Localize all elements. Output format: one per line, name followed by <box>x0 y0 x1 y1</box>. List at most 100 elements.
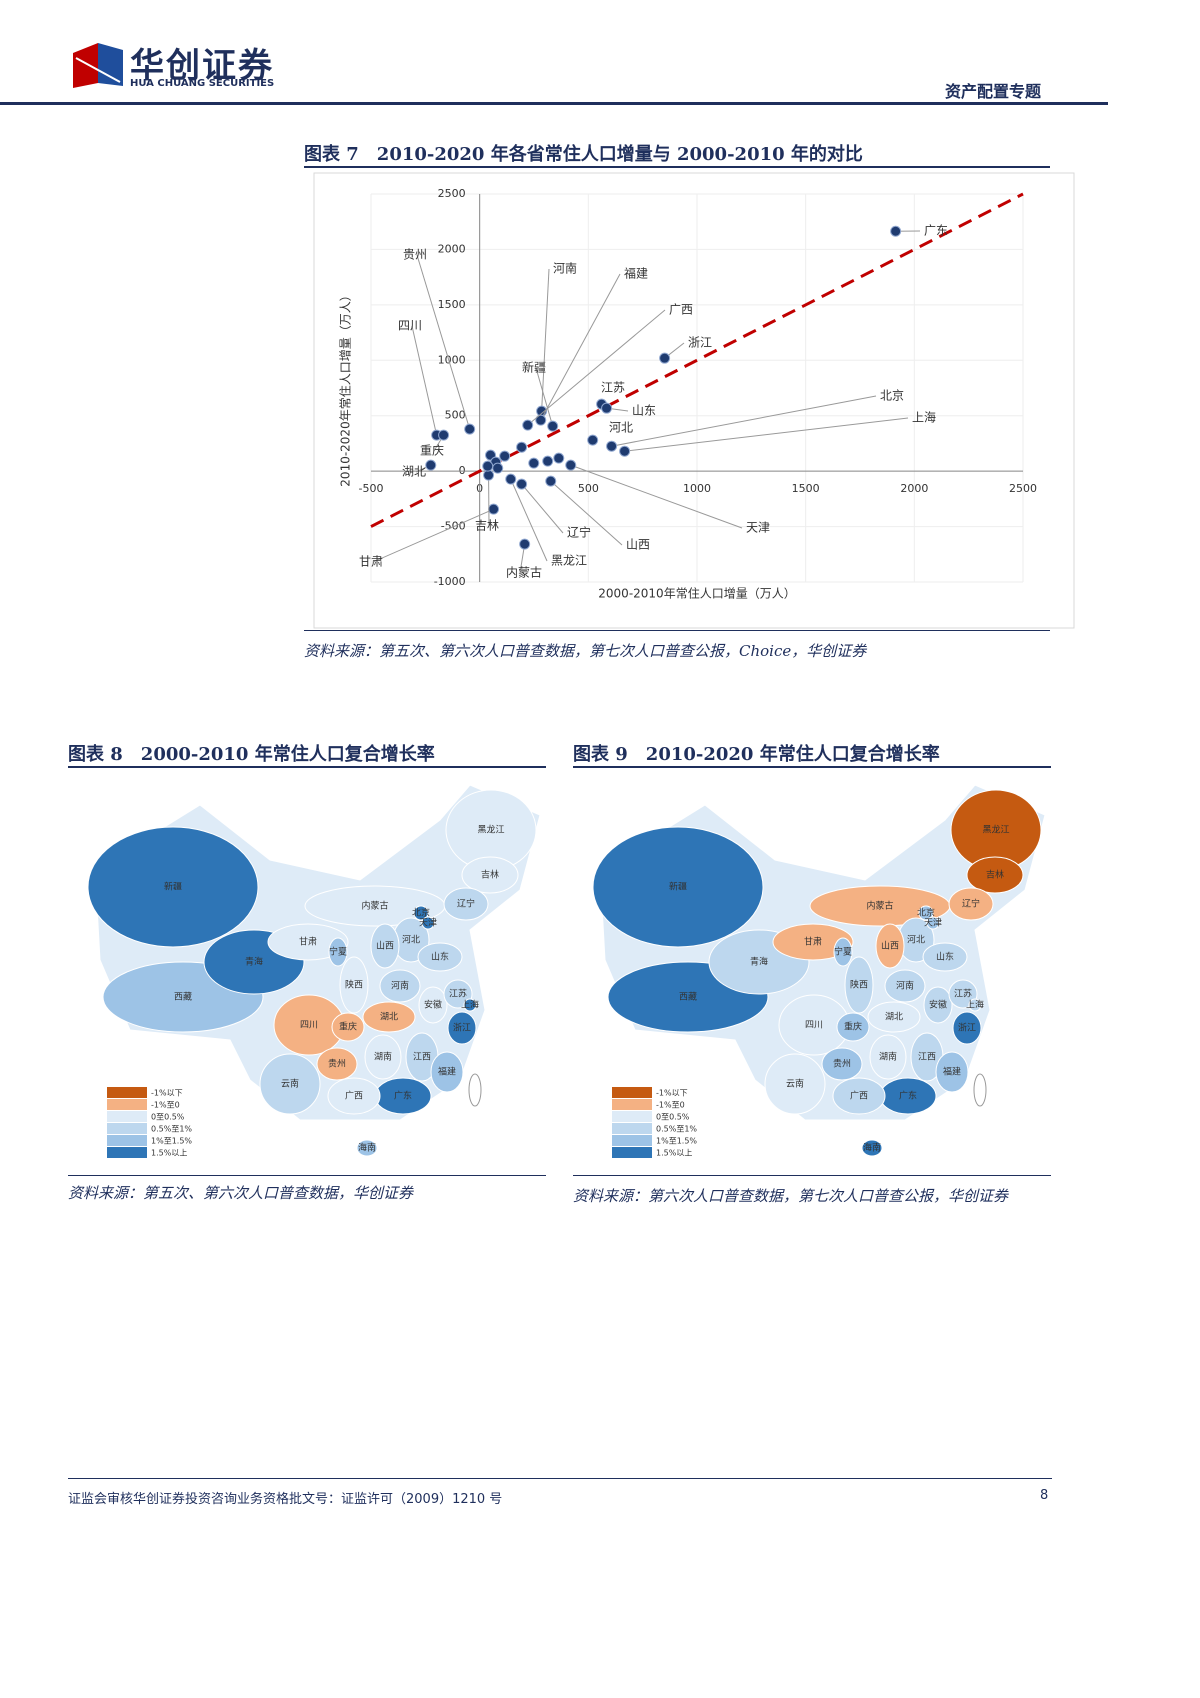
point-label: 河北 <box>609 421 633 435</box>
point-label: 山东 <box>632 404 656 418</box>
point <box>519 538 531 550</box>
source: 资料来源：第五次、第六次人口普查数据，华创证券 <box>68 1184 414 1202</box>
leader-line <box>411 325 438 436</box>
x-tick-label: 2500 <box>1009 482 1037 495</box>
province <box>922 942 968 972</box>
province-label: 四川 <box>805 1021 823 1031</box>
point-label: 辽宁 <box>567 525 591 540</box>
province-label: 四川 <box>300 1021 318 1031</box>
leader-line <box>541 268 550 412</box>
province <box>418 986 448 1024</box>
y-tick-label: 1000 <box>438 353 466 366</box>
y-tick-label: -1000 <box>434 575 466 588</box>
x-axis-title: 2000-2010年常住人口增量（万人） <box>598 587 795 601</box>
province-label: 山西 <box>881 941 899 952</box>
title-rule <box>304 166 1050 168</box>
province <box>861 1139 883 1157</box>
province-label: 海南 <box>863 1142 881 1154</box>
legend-label: 1.5%以上 <box>656 1149 692 1158</box>
province-label: 西藏 <box>174 991 192 1003</box>
province-label: 安徽 <box>424 999 442 1011</box>
province-label: 甘肃 <box>804 936 822 948</box>
legend-swatch <box>612 1099 652 1110</box>
legend-label: -1%至0 <box>151 1101 180 1110</box>
figure-title: 图表 8 2000-2010 年常住人口复合增长率 <box>68 744 435 765</box>
province <box>948 887 994 921</box>
province-label: 湖北 <box>885 1012 903 1023</box>
province-label: 青海 <box>245 956 263 968</box>
point-label: 四川 <box>398 319 422 333</box>
point <box>516 478 528 490</box>
point <box>499 450 511 462</box>
logo-icon <box>73 43 123 88</box>
footer-rule <box>68 1478 1052 1479</box>
source-rule <box>573 1175 1051 1176</box>
point-label: 吉林 <box>475 519 499 533</box>
province-label: 山西 <box>376 941 394 952</box>
province-label: 贵州 <box>328 1058 346 1070</box>
point-label: 上海 <box>912 410 936 425</box>
province <box>764 1053 826 1115</box>
source-rule <box>304 630 1050 631</box>
leader-line <box>521 483 564 534</box>
legend-label: 1%至1.5% <box>151 1137 192 1146</box>
legend-swatch <box>107 1099 147 1110</box>
province-label: 山东 <box>936 951 954 963</box>
province-label: 广西 <box>345 1090 363 1102</box>
taiwan <box>973 1073 987 1107</box>
province-label: 湖南 <box>879 1051 897 1063</box>
point <box>464 423 476 435</box>
province <box>356 1139 378 1157</box>
province-label: 吉林 <box>986 869 1004 881</box>
point-label: 贵州 <box>403 248 427 262</box>
province-label: 黑龙江 <box>982 824 1009 836</box>
province-label: 浙江 <box>958 1022 976 1034</box>
province <box>875 923 905 969</box>
point-label: 内蒙古 <box>506 565 542 580</box>
province-label: 湖南 <box>374 1051 392 1063</box>
province-label: 天津 <box>419 918 437 929</box>
taiwan <box>468 1073 482 1107</box>
point <box>425 459 437 471</box>
province <box>328 937 348 967</box>
province-label: 福建 <box>943 1066 961 1078</box>
point <box>545 475 557 487</box>
point-label: 北京 <box>880 389 904 403</box>
leader-line <box>372 508 494 563</box>
legend-swatch <box>107 1135 147 1146</box>
legend-label: -1%至0 <box>656 1101 685 1110</box>
province-label: 江西 <box>413 1052 431 1063</box>
footer-license: 证监会审核华创证券投资咨询业务资格批文号：证监许可（2009）1210 号 <box>68 1492 503 1507</box>
y-tick-label: 2000 <box>438 242 466 255</box>
point <box>606 440 618 452</box>
province-label: 广西 <box>850 1090 868 1102</box>
legend-swatch <box>107 1147 147 1158</box>
leader-line <box>611 395 877 447</box>
point-label: 广西 <box>669 303 693 317</box>
leader-line <box>570 464 743 529</box>
point <box>547 420 559 432</box>
province-label: 天津 <box>924 918 942 929</box>
province <box>87 826 259 948</box>
province-label: 云南 <box>281 1078 299 1090</box>
point-label: 浙江 <box>688 336 712 350</box>
point-label: 新疆 <box>522 360 546 375</box>
province-label: 辽宁 <box>457 898 475 910</box>
point-label: 重庆 <box>420 444 444 458</box>
province <box>461 856 519 894</box>
leader-line <box>535 367 554 427</box>
province-label: 西藏 <box>679 991 697 1003</box>
province <box>430 1051 464 1093</box>
province <box>884 969 926 1003</box>
province-label: 陕西 <box>345 979 363 991</box>
source: 资料来源：第六次人口普查数据，第七次人口普查公报，华创证券 <box>573 1187 1009 1205</box>
reference-line <box>370 192 1024 528</box>
province-label: 内蒙古 <box>361 900 388 912</box>
province-label: 湖北 <box>380 1012 398 1023</box>
province <box>966 856 1024 894</box>
province-label: 安徽 <box>929 999 947 1011</box>
point <box>553 452 565 464</box>
point <box>565 459 577 471</box>
leader-line <box>550 480 623 546</box>
x-tick-label: 1500 <box>792 482 820 495</box>
